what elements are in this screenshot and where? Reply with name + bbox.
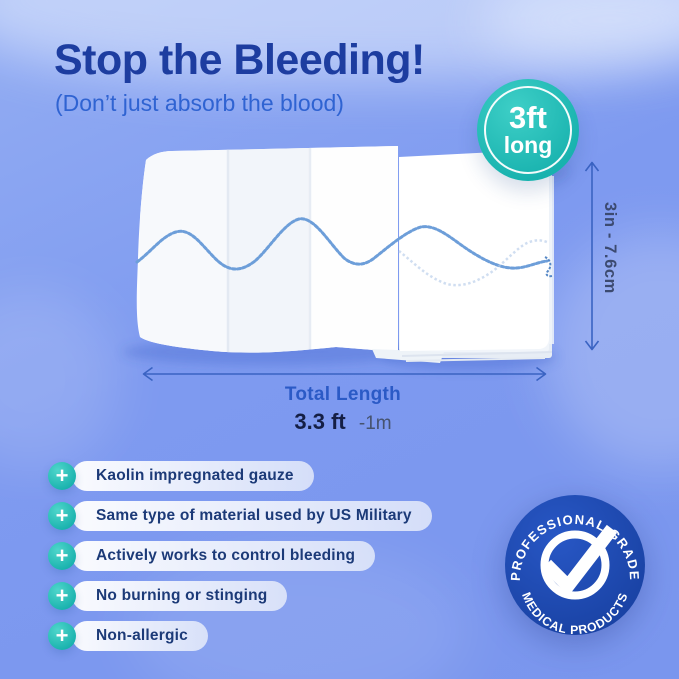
page-subtitle: (Don’t just absorb the blood) xyxy=(55,90,344,116)
list-item: + Actively works to control bleeding xyxy=(48,536,432,576)
stitch-thread-end xyxy=(544,256,553,278)
total-length-metric: -1m xyxy=(358,413,392,434)
plus-icon: + xyxy=(48,462,76,490)
gauze-open-sheet xyxy=(136,146,398,353)
height-dimension-label: 3in - 7.6cm xyxy=(601,202,619,294)
stack-layer-edge xyxy=(401,351,553,357)
feature-label: Kaolin impregnated gauze xyxy=(72,461,314,491)
gauze-folded-stack xyxy=(372,149,554,363)
stack-side-layers xyxy=(549,176,554,344)
total-length-block: Total Length 3.3 ft -1m xyxy=(163,384,523,435)
list-item: + No burning or stinging xyxy=(48,576,432,616)
list-item: + Kaolin impregnated gauze xyxy=(48,456,432,496)
feature-label: No burning or stinging xyxy=(72,581,288,611)
feature-label: Same type of material used by US Militar… xyxy=(72,501,432,531)
seal-ring xyxy=(540,530,610,600)
professional-grade-seal: PROFESSIONAL GRADE MEDICAL PRODUCTS xyxy=(505,495,645,637)
plus-icon: + xyxy=(48,622,76,650)
plus-icon: + xyxy=(48,582,76,610)
list-item: + Non-allergic xyxy=(48,616,432,656)
stack-layer-edge xyxy=(405,357,546,362)
stitch-wave-ghost xyxy=(398,239,550,287)
plus-icon: + xyxy=(48,502,76,530)
total-length-values: 3.3 ft -1m xyxy=(163,409,523,435)
length-dimension-arrow xyxy=(142,366,547,382)
page-title: Stop the Bleeding! xyxy=(54,36,425,84)
plus-icon: + xyxy=(48,542,76,570)
total-length-imperial: 3.3 ft xyxy=(294,409,346,434)
total-length-title: Total Length xyxy=(284,384,402,405)
stitch-wave-main xyxy=(135,217,549,271)
feature-label: Actively works to control bleeding xyxy=(72,541,376,571)
height-dimension-arrow xyxy=(584,161,600,351)
badge-inner-ring xyxy=(484,86,572,174)
feature-list: + Kaolin impregnated gauze + Same type o… xyxy=(48,456,432,656)
list-item: + Same type of material used by US Milit… xyxy=(48,496,432,536)
feature-label: Non-allergic xyxy=(72,621,208,651)
checkmark-icon xyxy=(541,524,618,596)
length-badge: 3ft long xyxy=(477,79,579,181)
